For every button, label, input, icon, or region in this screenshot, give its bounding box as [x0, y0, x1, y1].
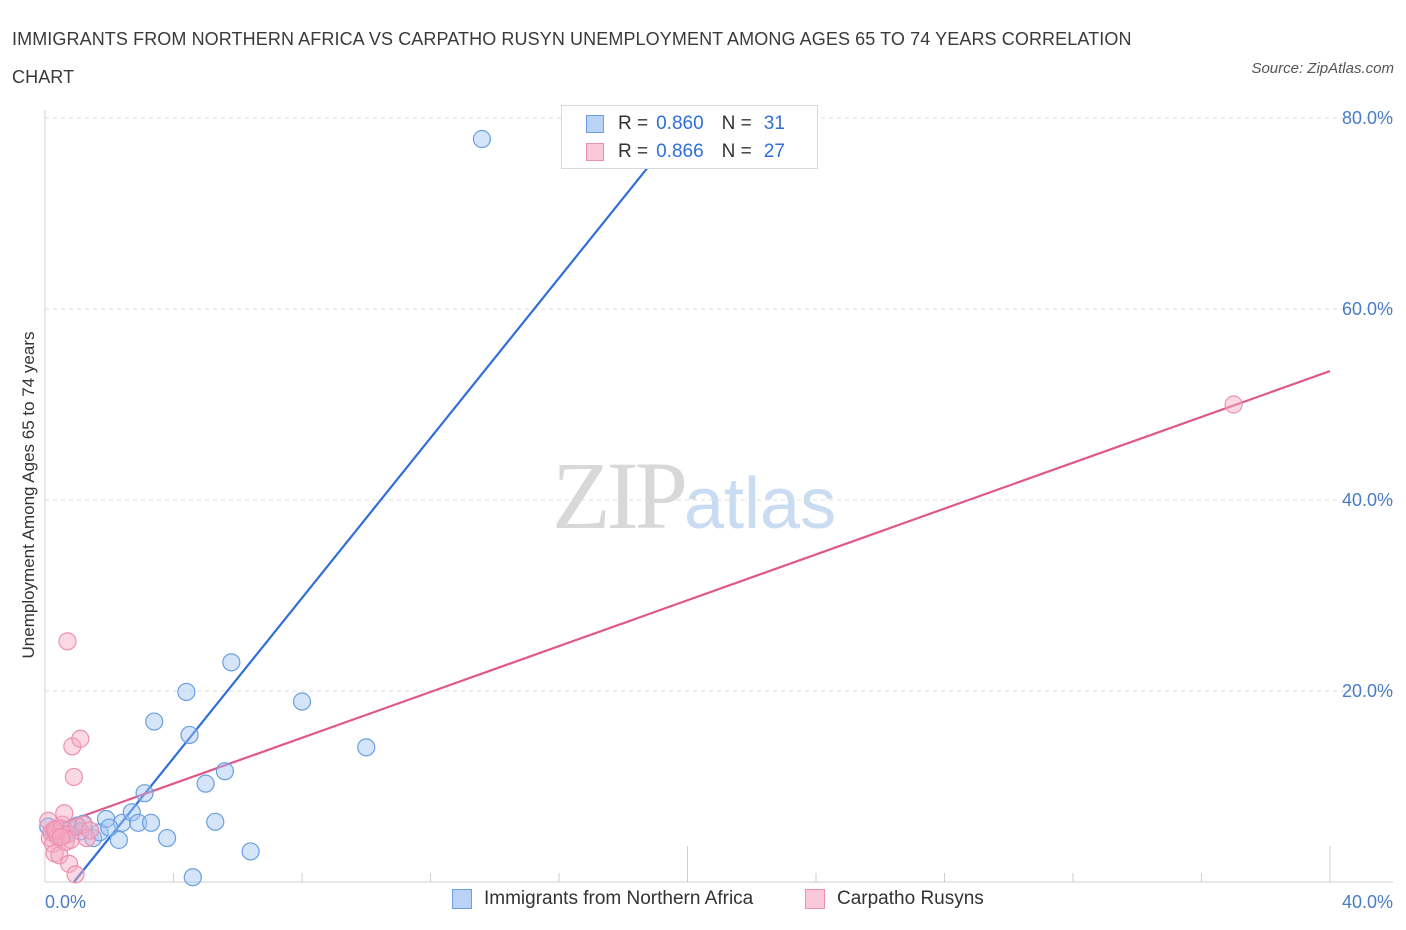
series-legend-label: Immigrants from Northern Africa: [484, 888, 754, 909]
data-points: [39, 129, 1243, 887]
data-point-blue: [183, 868, 202, 887]
data-point-pink: [71, 729, 90, 748]
data-point-blue: [122, 803, 141, 822]
data-point-blue: [215, 762, 234, 781]
y-tick-label: 20.0%: [1342, 681, 1393, 701]
trend-line-pink: [44, 370, 1331, 831]
data-point-pink: [1224, 395, 1243, 414]
legend-n-label: N =: [721, 141, 752, 162]
legend-row-pink: R = 0.866 N = 27: [586, 139, 785, 165]
legend-n-value: 31: [763, 113, 785, 134]
data-point-blue: [206, 812, 225, 831]
data-point-blue: [109, 830, 128, 850]
data-point-pink: [80, 821, 100, 840]
chart-title: IMMIGRANTS FROM NORTHERN AFRICA VS CARPA…: [12, 29, 1132, 87]
series-swatch-blue: [452, 889, 472, 909]
grid: [45, 117, 1393, 692]
data-point-blue: [180, 725, 199, 745]
data-point-pink: [55, 804, 74, 823]
legend-n-value: 27: [763, 141, 785, 162]
data-point-blue: [135, 784, 154, 803]
data-point-blue: [100, 818, 119, 837]
data-point-blue: [196, 774, 215, 793]
data-point-blue: [222, 653, 241, 672]
data-point-pink: [58, 632, 77, 651]
data-point-pink: [51, 828, 71, 847]
watermark-zip: ZIP: [552, 442, 688, 549]
data-point-blue: [241, 842, 260, 861]
y-tick-label: 80.0%: [1342, 108, 1393, 128]
data-point-blue: [129, 813, 148, 832]
source-label: Source: ZipAtlas.com: [1251, 60, 1394, 77]
data-point-pink: [59, 854, 79, 873]
data-point-blue: [357, 738, 376, 757]
data-point-blue: [177, 682, 196, 702]
data-point-blue: [292, 692, 312, 711]
correlation-legend: R = 0.860 N = 31 R = 0.866 N = 27: [561, 105, 818, 169]
watermark: ZIPatlas: [552, 440, 836, 551]
y-axis-label: Unemployment Among Ages 65 to 74 years: [19, 332, 38, 659]
trend-lines: [44, 117, 1331, 883]
data-point-blue: [157, 828, 177, 848]
data-point-blue: [145, 712, 164, 731]
legend-swatch-blue: [586, 115, 604, 133]
legend-r-label: R =: [618, 141, 649, 162]
series-legend-label: Carpatho Rusyns: [837, 888, 984, 909]
y-tick-label: 40.0%: [1342, 490, 1393, 510]
legend-row-blue: R = 0.860 N = 31: [586, 111, 785, 137]
x-tick-label: 0.0%: [45, 892, 86, 912]
data-point-pink: [45, 820, 64, 839]
legend-r-value: 0.860: [656, 113, 704, 134]
y-tick-label: 60.0%: [1342, 299, 1393, 319]
series-legend: Immigrants from Northern Africa Carpatho…: [0, 888, 1406, 916]
data-point-pink: [66, 865, 85, 884]
legend-swatch-pink: [586, 143, 604, 161]
x-tick-label: 40.0%: [1342, 892, 1393, 912]
legend-r-label: R =: [618, 113, 649, 134]
axes: [44, 110, 1393, 883]
trend-line-blue: [73, 117, 689, 883]
series-legend-item-pink: Carpatho Rusyns: [805, 888, 984, 910]
data-point-blue: [472, 129, 491, 149]
data-point-blue: [141, 813, 161, 832]
series-legend-item-blue: Immigrants from Northern Africa: [452, 888, 753, 910]
watermark-atlas: atlas: [684, 464, 837, 544]
series-swatch-pink: [805, 889, 825, 909]
data-point-pink: [64, 767, 84, 787]
legend-n-label: N =: [721, 113, 752, 134]
legend-r-value: 0.866: [656, 141, 704, 162]
tick-labels: 20.0% 40.0% 60.0% 80.0% 0.0% 40.0%: [45, 108, 1393, 912]
